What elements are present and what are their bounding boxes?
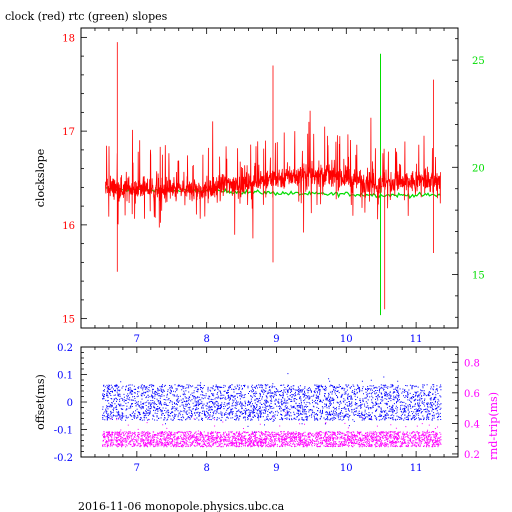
offset-x-axis: 7 8 9 10 11: [80, 347, 459, 474]
slope-y-axis: 15 16 17 18: [62, 33, 87, 326]
offset-series-points: [102, 373, 442, 435]
offset-y-tick-label: -0.2: [54, 453, 73, 464]
rtc-y-tick-label: 15: [472, 270, 485, 281]
offset-y-axis: -0.2 -0.1 0 0.1 0.2: [54, 343, 87, 464]
slope-x-tick-label: 11: [410, 334, 423, 345]
slope-x-tick-label: 7: [134, 334, 140, 345]
slope-y-tick-label: 17: [62, 127, 75, 138]
roundtrip-series-points: [102, 411, 442, 448]
roundtrip-y-tick-label: 0.4: [464, 419, 480, 430]
offset-x-tick-label: 10: [340, 463, 353, 474]
roundtrip-y-tick-label: 0.8: [464, 358, 480, 369]
offset-y-tick-label: 0.2: [57, 343, 73, 354]
roundtrip-y-axis: 0.2 0.4 0.6 0.8: [452, 346, 480, 461]
slope-y-tick-label: 16: [62, 221, 75, 232]
offset-y-tick-label: 0: [67, 398, 73, 409]
rtc-y-tick-label: 20: [472, 163, 485, 174]
offset-x-tick-label: 11: [410, 463, 423, 474]
slope-x-axis: 7 8 9 10 11: [80, 28, 459, 345]
slope-plot: 7 8 9 10 11 15 16 17 18 15 20 25 clockslope: [34, 27, 485, 345]
clock-series-line: [105, 42, 441, 310]
offset-x-tick-label: 8: [203, 463, 209, 474]
slope-x-tick-label: 8: [203, 334, 209, 345]
slope-x-tick-label: 10: [340, 334, 353, 345]
roundtrip-y-label: rnd-trip(ms): [487, 392, 500, 460]
offset-y-label: offset(ms): [34, 374, 47, 430]
slope-y-label: clockslope: [34, 149, 47, 207]
roundtrip-y-tick-label: 0.6: [464, 389, 480, 400]
offset-plot: 7 8 9 10 11 -0.2 -0.1 0 0.1 0.2 0.2 0.4 0.6 0.8 off…: [34, 343, 500, 474]
slope-plot-frame: [80, 27, 459, 329]
offset-series: [102, 373, 442, 448]
slope-y-tick-label: 18: [62, 33, 75, 44]
slope-series: [105, 42, 441, 316]
offset-y-tick-label: 0.1: [57, 371, 73, 382]
slope-x-tick-label: 9: [273, 334, 279, 345]
offset-x-tick-label: 9: [273, 463, 279, 474]
footer-label: 2016-11-06 monopole.physics.ubc.ca: [78, 500, 285, 512]
offset-x-tick-label: 7: [134, 463, 140, 474]
chart-title: clock (red) rtc (green) slopes: [5, 10, 168, 23]
offset-y-tick-label: -0.1: [54, 426, 73, 437]
roundtrip-y-tick-label: 0.2: [464, 450, 480, 461]
rtc-y-axis: 15 20 25: [452, 38, 485, 318]
rtc-y-tick-label: 25: [472, 56, 485, 67]
slope-y-tick-label: 15: [62, 315, 75, 326]
